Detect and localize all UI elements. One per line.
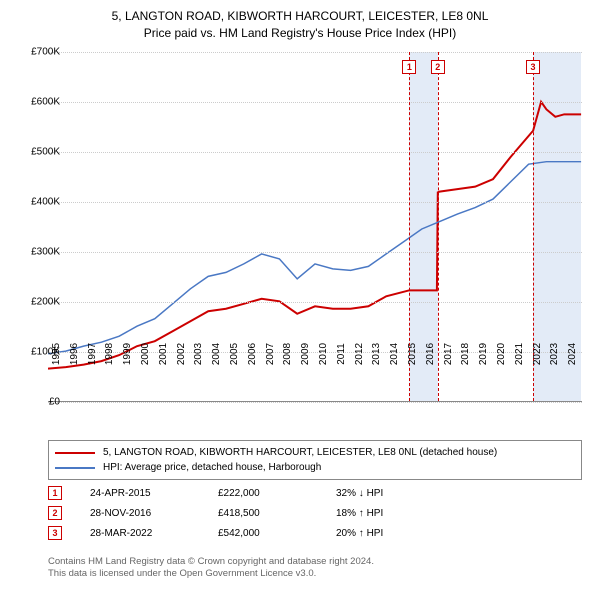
footer: Contains HM Land Registry data © Crown c… bbox=[48, 556, 374, 581]
gridline-horizontal bbox=[48, 52, 582, 53]
gridline-horizontal bbox=[48, 102, 582, 103]
event-marker-icon: 1 bbox=[402, 60, 416, 74]
title-line-1: 5, LANGTON ROAD, KIBWORTH HARCOURT, LEIC… bbox=[0, 8, 600, 25]
x-axis-label: 1995 bbox=[51, 343, 62, 365]
x-axis-label: 2012 bbox=[354, 343, 365, 365]
y-axis-label: £300K bbox=[31, 247, 60, 258]
legend-swatch bbox=[55, 452, 95, 454]
event-price: £418,500 bbox=[218, 508, 308, 519]
series-hpi bbox=[48, 162, 581, 354]
event-price: £222,000 bbox=[218, 488, 308, 499]
legend: 5, LANGTON ROAD, KIBWORTH HARCOURT, LEIC… bbox=[48, 440, 582, 480]
event-delta: 20% ↑ HPI bbox=[336, 528, 436, 539]
legend-label: 5, LANGTON ROAD, KIBWORTH HARCOURT, LEIC… bbox=[103, 445, 497, 460]
event-vline bbox=[438, 52, 439, 401]
gridline-horizontal bbox=[48, 152, 582, 153]
event-row: 3 28-MAR-2022 £542,000 20% ↑ HPI bbox=[48, 526, 582, 540]
events-table: 1 24-APR-2015 £222,000 32% ↓ HPI 2 28-NO… bbox=[48, 486, 582, 546]
x-axis-label: 2022 bbox=[532, 343, 543, 365]
x-axis-label: 2019 bbox=[478, 343, 489, 365]
x-axis-label: 2018 bbox=[460, 343, 471, 365]
x-axis-label: 2020 bbox=[496, 343, 507, 365]
x-axis-label: 2023 bbox=[549, 343, 560, 365]
footer-line-1: Contains HM Land Registry data © Crown c… bbox=[48, 556, 374, 568]
event-row: 2 28-NOV-2016 £418,500 18% ↑ HPI bbox=[48, 506, 582, 520]
legend-label: HPI: Average price, detached house, Harb… bbox=[103, 460, 321, 475]
event-date: 28-NOV-2016 bbox=[90, 508, 190, 519]
y-axis-label: £200K bbox=[31, 297, 60, 308]
event-date: 24-APR-2015 bbox=[90, 488, 190, 499]
chart-container: 5, LANGTON ROAD, KIBWORTH HARCOURT, LEIC… bbox=[0, 0, 600, 590]
event-marker-icon: 3 bbox=[48, 526, 62, 540]
title-line-2: Price paid vs. HM Land Registry's House … bbox=[0, 25, 600, 42]
x-axis-label: 1999 bbox=[122, 343, 133, 365]
event-delta: 18% ↑ HPI bbox=[336, 508, 436, 519]
event-marker-icon: 3 bbox=[526, 60, 540, 74]
gridline-horizontal bbox=[48, 302, 582, 303]
x-axis-label: 2008 bbox=[282, 343, 293, 365]
x-axis-label: 2001 bbox=[158, 343, 169, 365]
series-price_paid bbox=[48, 102, 581, 369]
y-axis-label: £700K bbox=[31, 47, 60, 58]
event-date: 28-MAR-2022 bbox=[90, 528, 190, 539]
x-axis-label: 2017 bbox=[443, 343, 454, 365]
event-row: 1 24-APR-2015 £222,000 32% ↓ HPI bbox=[48, 486, 582, 500]
x-axis-label: 1997 bbox=[87, 343, 98, 365]
legend-swatch bbox=[55, 467, 95, 469]
footer-line-2: This data is licensed under the Open Gov… bbox=[48, 568, 374, 580]
x-axis-label: 2010 bbox=[318, 343, 329, 365]
y-axis-label: £600K bbox=[31, 97, 60, 108]
legend-row: 5, LANGTON ROAD, KIBWORTH HARCOURT, LEIC… bbox=[55, 445, 575, 460]
y-axis-label: £400K bbox=[31, 197, 60, 208]
x-axis-label: 2002 bbox=[176, 343, 187, 365]
x-axis-label: 2004 bbox=[211, 343, 222, 365]
x-axis-label: 2009 bbox=[300, 343, 311, 365]
y-axis-label: £500K bbox=[31, 147, 60, 158]
x-axis-label: 2007 bbox=[265, 343, 276, 365]
x-axis-label: 2015 bbox=[407, 343, 418, 365]
x-axis-label: 2014 bbox=[389, 343, 400, 365]
x-axis-label: 2013 bbox=[371, 343, 382, 365]
gridline-horizontal bbox=[48, 252, 582, 253]
x-axis-label: 1996 bbox=[69, 343, 80, 365]
x-axis-label: 2005 bbox=[229, 343, 240, 365]
event-marker-icon: 2 bbox=[48, 506, 62, 520]
x-axis-label: 2016 bbox=[425, 343, 436, 365]
title-block: 5, LANGTON ROAD, KIBWORTH HARCOURT, LEIC… bbox=[0, 0, 600, 42]
event-delta: 32% ↓ HPI bbox=[336, 488, 436, 499]
x-axis-label: 2006 bbox=[247, 343, 258, 365]
x-axis-label: 2003 bbox=[193, 343, 204, 365]
event-price: £542,000 bbox=[218, 528, 308, 539]
x-axis-label: 2011 bbox=[336, 343, 347, 365]
gridline-horizontal bbox=[48, 402, 582, 403]
event-marker-icon: 1 bbox=[48, 486, 62, 500]
y-axis-label: £0 bbox=[49, 397, 60, 408]
gridline-horizontal bbox=[48, 202, 582, 203]
x-axis-label: 2000 bbox=[140, 343, 151, 365]
event-marker-icon: 2 bbox=[431, 60, 445, 74]
x-axis-label: 1998 bbox=[104, 343, 115, 365]
x-axis-label: 2024 bbox=[567, 343, 578, 365]
legend-row: HPI: Average price, detached house, Harb… bbox=[55, 460, 575, 475]
x-axis-label: 2021 bbox=[514, 343, 525, 365]
